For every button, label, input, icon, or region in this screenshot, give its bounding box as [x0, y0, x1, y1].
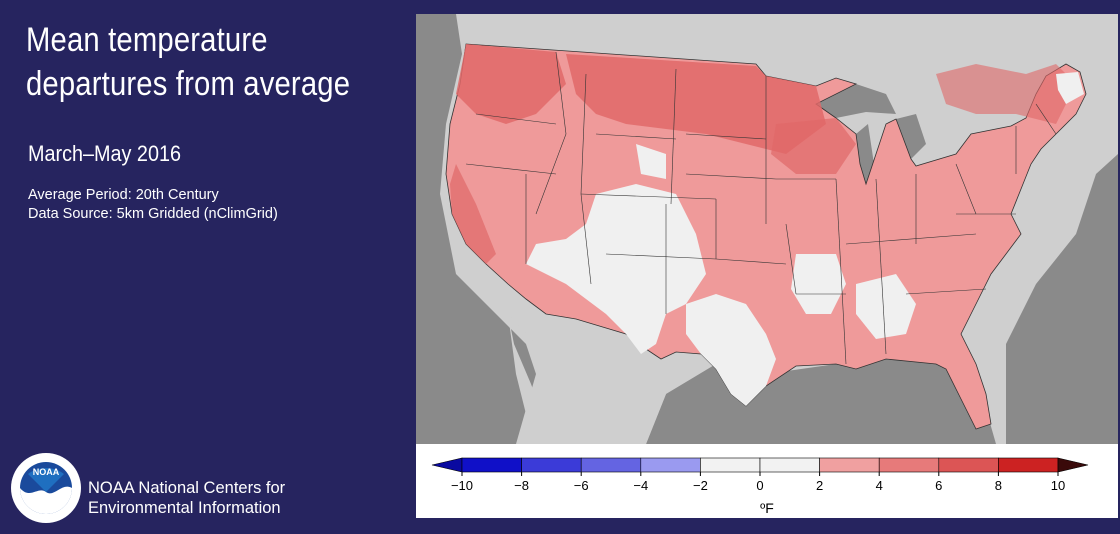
- lake-superior: [816, 84, 896, 118]
- legend-tick-label: 2: [816, 478, 823, 493]
- legend-tick-label: 10: [1051, 478, 1065, 493]
- metadata: Average Period: 20th Century Data Source…: [28, 186, 278, 224]
- color-legend: −10 −8 −6 −4 −2 0 2 4 6 8 10 ºF: [416, 444, 1118, 518]
- atlantic-ocean: [1006, 154, 1118, 444]
- noaa-logo: NOAA: [11, 453, 81, 523]
- data-source: Data Source: 5km Gridded (nClimGrid): [28, 206, 278, 222]
- warm-pacific-northwest: [456, 44, 566, 124]
- legend-swatch: [461, 457, 522, 473]
- org-line-2: Environmental Information: [88, 499, 281, 517]
- pacific-ocean: [416, 14, 536, 444]
- map-title: Mean temperature departures from average: [26, 18, 353, 106]
- neutral-southwest: [526, 184, 706, 354]
- warm-northern-plains: [566, 54, 826, 154]
- legend-swatch: [878, 457, 940, 473]
- logo-text: NOAA: [33, 467, 60, 477]
- org-line-1: NOAA National Centers for: [88, 479, 286, 497]
- info-panel: Mean temperature departures from average…: [0, 0, 414, 534]
- neutral-alabama: [856, 274, 916, 339]
- legend-swatch: [759, 457, 820, 473]
- legend-swatch: [640, 457, 701, 473]
- state-borders: [465, 51, 1057, 365]
- legend-swatch: [938, 457, 999, 473]
- legend-tick-label: 8: [995, 478, 1002, 493]
- time-period: March–May 2016: [28, 141, 181, 166]
- neutral-maine: [1056, 72, 1084, 104]
- warm-northeast: [936, 64, 1076, 124]
- title-line-1: Mean temperature: [26, 21, 268, 59]
- legend-tick-label: −4: [633, 478, 648, 493]
- legend-tick-label: −8: [514, 478, 529, 493]
- legend-tick-label: 6: [935, 478, 942, 493]
- legend-low-arrow: [431, 457, 463, 473]
- warm-california-coast: [450, 164, 496, 264]
- legend-colorbar: −10 −8 −6 −4 −2 0 2 4 6 8 10: [431, 457, 1089, 493]
- legend-swatch: [521, 457, 582, 473]
- legend-swatch: [819, 457, 880, 473]
- legend-swatch: [700, 457, 761, 473]
- legend-swatch: [580, 457, 642, 473]
- neutral-lower-mississippi: [791, 254, 846, 314]
- legend-tick-label: 4: [876, 478, 883, 493]
- legend-unit: ºF: [760, 500, 774, 516]
- temperature-map: [416, 14, 1118, 444]
- legend-tick-label: 0: [756, 478, 763, 493]
- legend-tick-label: −2: [693, 478, 708, 493]
- neutral-colorado-north: [636, 144, 666, 179]
- legend-high-arrow: [1057, 457, 1089, 473]
- title-line-2: departures from average: [26, 65, 351, 103]
- map-svg: [416, 14, 1118, 444]
- average-period: Average Period: 20th Century: [28, 187, 219, 203]
- legend-tick-label: −10: [451, 478, 473, 493]
- warm-upper-midwest: [771, 118, 856, 174]
- neutral-texas: [686, 294, 776, 406]
- legend-swatch: [998, 457, 1059, 473]
- legend-tick-label: −6: [574, 478, 589, 493]
- lake-michigan: [856, 124, 874, 184]
- organization: NOAA National Centers for Environmental …: [88, 478, 285, 518]
